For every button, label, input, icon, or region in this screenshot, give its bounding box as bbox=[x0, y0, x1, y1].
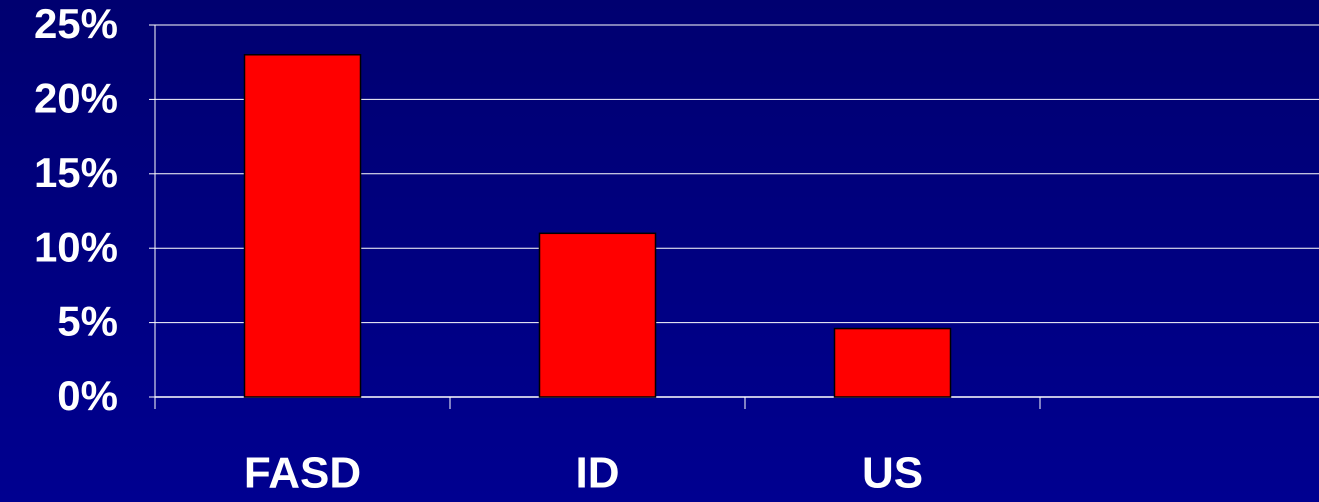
bar bbox=[833, 327, 952, 398]
y-tick-label: 15% bbox=[34, 149, 118, 196]
bar bbox=[243, 54, 362, 398]
x-tick-label: ID bbox=[576, 449, 620, 498]
x-tick-label: FASD bbox=[244, 449, 361, 498]
y-tick-label: 5% bbox=[57, 298, 118, 345]
bar bbox=[538, 232, 657, 398]
y-tick-label: 0% bbox=[57, 372, 118, 419]
y-tick-label: 10% bbox=[34, 223, 118, 270]
y-tick-label: 25% bbox=[34, 0, 118, 47]
y-tick-label: 20% bbox=[34, 74, 118, 121]
x-tick-label: US bbox=[862, 449, 923, 498]
